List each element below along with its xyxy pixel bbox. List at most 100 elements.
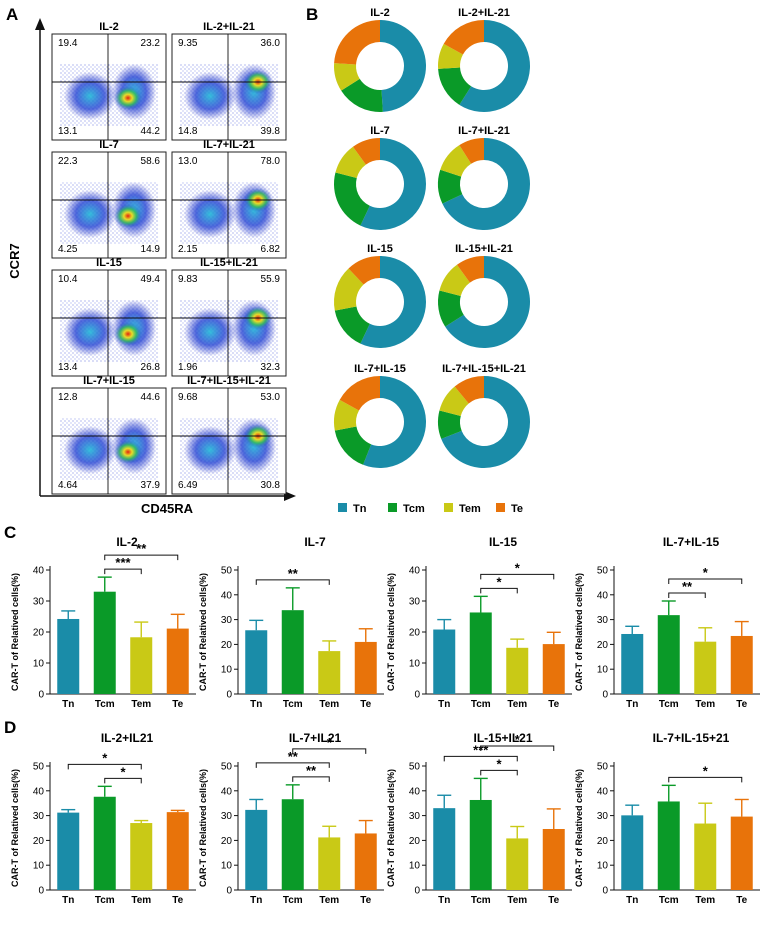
donut-title: IL-15	[367, 243, 393, 255]
bar-y-tick-label: 10	[33, 861, 45, 872]
bar-y-tick-label: 30	[409, 811, 421, 822]
significance-label: ***	[115, 555, 131, 570]
bar-y-tick-label: 50	[221, 762, 233, 773]
significance-bracket	[480, 587, 518, 594]
bar-y-tick-label: 50	[33, 762, 45, 773]
bar-tem	[318, 651, 341, 694]
bar-chart: IL-15 CAR-T of Relatived cells(%) 0 10 20 30 4…	[386, 535, 572, 710]
bar-tcm	[93, 591, 116, 694]
flow-plot: IL-7+IL-15+IL-21 9.68 53.0 6.49 30.8	[171, 375, 287, 495]
donut-slice-tn	[380, 20, 426, 112]
flow-density-cluster-left	[64, 72, 116, 120]
bar-y-tick-label: 0	[602, 886, 608, 897]
flow-axes: CCR7 CD45RA	[7, 18, 296, 516]
flow-plot: IL-2 19.4 23.2 13.1 44.2	[51, 21, 167, 141]
significance-label: *	[496, 756, 502, 771]
bar-tcm	[281, 610, 304, 694]
bar-y-tick-label: 0	[38, 690, 44, 701]
donut-title: IL-7	[370, 125, 390, 137]
bar-x-tick-label: Te	[172, 895, 183, 906]
bar-chart-ylabel: CAR-T of Relatived cells(%)	[386, 573, 396, 691]
donut-title: IL-7+IL-15	[354, 363, 406, 375]
significance-label: *	[703, 763, 709, 778]
significance-bracket	[255, 762, 330, 768]
donut-slice-tcm	[438, 67, 472, 105]
flow-quadrant-ll: 13.4	[58, 362, 78, 373]
flow-quadrant-lr: 32.3	[261, 362, 281, 373]
bar-x-tick-label: Te	[172, 699, 183, 710]
bar-tcm	[281, 799, 304, 890]
bar-tcm	[93, 796, 116, 890]
flow-plot-title: IL-15	[96, 257, 122, 269]
significance-bracket	[480, 769, 518, 776]
flow-plot-title: IL-15+IL-21	[200, 257, 258, 269]
donut-chart: IL-2+IL-21	[437, 7, 531, 112]
bar-y-tick-label: 50	[597, 566, 609, 577]
flow-quadrant-ll: 2.15	[178, 244, 198, 255]
donut-chart: IL-7	[333, 125, 426, 230]
donut-slice-tn	[441, 376, 530, 469]
significance-label: *	[327, 735, 333, 750]
bar-y-tick-label: 50	[221, 566, 233, 577]
flow-plot: IL-7+IL-21 13.0 78.0 2.15 6.82	[171, 139, 287, 259]
donut-slice-tcm	[438, 290, 464, 327]
flow-quadrant-lr: 37.9	[141, 480, 161, 491]
significance-label: *	[102, 750, 108, 765]
bar-y-tick-label: 0	[414, 690, 420, 701]
significance-label: **	[306, 763, 317, 778]
donut-slice-tem	[439, 264, 470, 297]
bar-tem	[694, 823, 717, 890]
bar-x-tick-label: Tn	[626, 895, 638, 906]
flow-plot-title: IL-7	[99, 139, 119, 151]
flow-quadrant-ul: 12.8	[58, 392, 78, 403]
bar-x-tick-label: Te	[548, 699, 559, 710]
bar-chart: IL-7 CAR-T of Relatived cells(%) 0 10 20 30 40…	[198, 535, 384, 710]
bar-y-tick-label: 40	[221, 590, 233, 601]
donut-slice-tem	[334, 63, 360, 91]
bar-y-tick-label: 20	[409, 628, 421, 639]
bar-x-tick-label: Tcm	[283, 699, 303, 710]
flow-density-hotspot	[114, 322, 142, 346]
bar-y-tick-label: 40	[33, 566, 45, 577]
bar-te	[542, 644, 565, 694]
donut-slice-te	[454, 376, 484, 404]
flow-quadrant-lr: 6.82	[261, 244, 281, 255]
donut-slice-tcm	[341, 78, 383, 112]
donut-title: IL-15+IL-21	[455, 243, 513, 255]
significance-bracket	[255, 579, 330, 585]
significance-bracket	[67, 763, 142, 770]
bar-y-tick-label: 40	[597, 590, 609, 601]
bar-x-tick-label: Tn	[250, 699, 262, 710]
donut-chart: IL-2	[334, 7, 426, 112]
bar-chart-title: IL-15	[489, 535, 517, 549]
flow-plot: IL-15 10.4 49.4 13.4 26.8	[51, 257, 167, 377]
donut-slice-tem	[334, 268, 364, 311]
flow-plot: IL-7 22.3 58.6 4.25 14.9	[51, 139, 167, 259]
bar-x-tick-label: Te	[360, 895, 371, 906]
donut-slice-te	[459, 138, 484, 164]
flow-density-cluster-left	[184, 308, 236, 356]
bar-tcm	[657, 801, 680, 890]
bar-x-tick-label: Tem	[131, 895, 151, 906]
flow-quadrant-ul: 9.83	[178, 274, 198, 285]
bar-tem	[130, 823, 153, 890]
bar-y-tick-label: 10	[221, 861, 233, 872]
significance-bracket	[668, 776, 743, 783]
bar-chart-grid: IL-2 CAR-T of Relatived cells(%) 0 10 20 30 40…	[10, 535, 760, 906]
bar-x-tick-label: Tn	[438, 895, 450, 906]
bar-y-tick-label: 20	[409, 836, 421, 847]
donut-title: IL-7+IL-15+IL-21	[442, 363, 526, 375]
bar-te	[166, 628, 189, 694]
bar-te	[730, 635, 753, 694]
significance-bracket	[668, 592, 706, 598]
flow-quadrant-ll: 1.96	[178, 362, 198, 373]
flow-quadrant-ur: 53.0	[261, 392, 281, 403]
bar-y-tick-label: 10	[597, 665, 609, 676]
bar-y-tick-label: 0	[602, 690, 608, 701]
bar-y-tick-label: 10	[221, 665, 233, 676]
bar-y-tick-label: 40	[409, 566, 421, 577]
significance-bracket	[480, 573, 555, 580]
donut-slice-te	[443, 20, 484, 55]
bar-tem	[318, 837, 341, 890]
donut-slice-tcm	[438, 169, 463, 204]
